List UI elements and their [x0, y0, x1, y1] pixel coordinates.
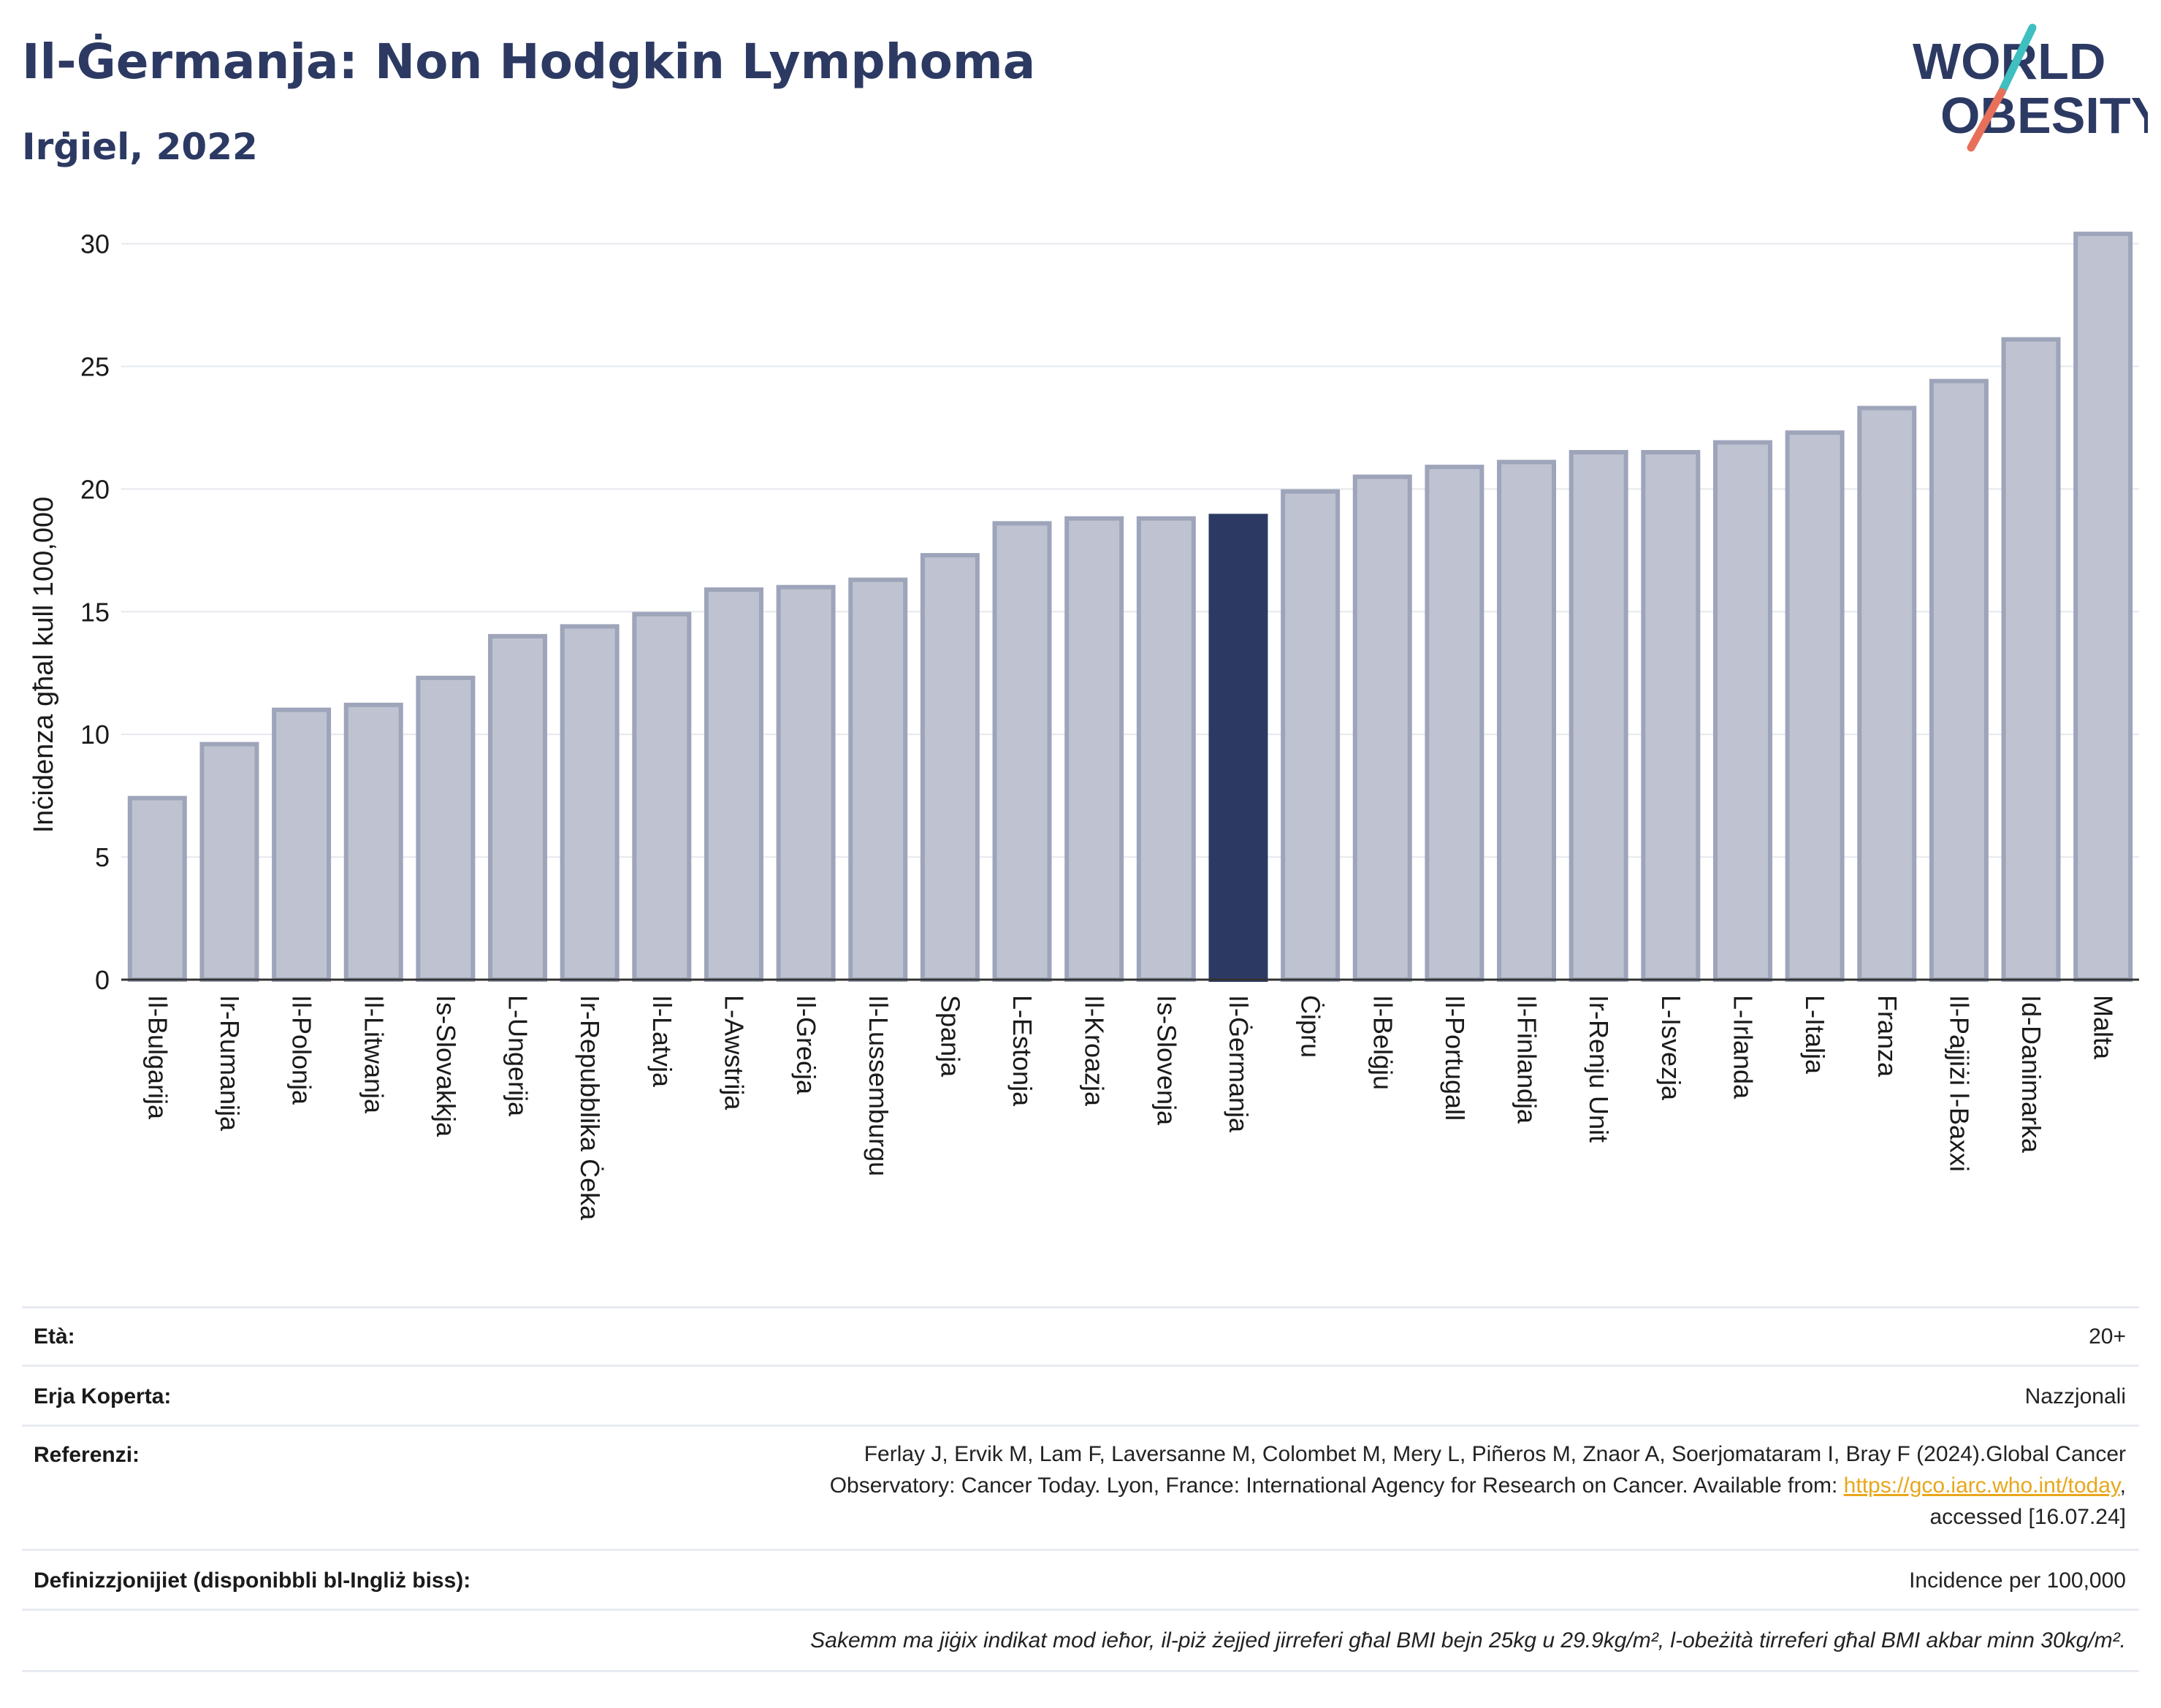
- bar-1: [199, 741, 259, 982]
- x-tick-label: Il-Lussemburgu: [864, 995, 893, 1176]
- references-line-3: accessed [16.07.24]: [1929, 1505, 2126, 1529]
- x-tick-label: L-Italja: [1800, 995, 1830, 1075]
- x-tick-label: L-Irlanda: [1728, 995, 1758, 1099]
- x-tick-label: Ir-Renju Unit: [1584, 995, 1614, 1143]
- x-tick-label: Il-Ġermanja: [1224, 995, 1254, 1133]
- bar-12: [992, 521, 1052, 982]
- bar-26: [2001, 337, 2061, 982]
- y-tick-label: 20: [80, 474, 110, 504]
- x-tick-label: Malta: [2089, 995, 2119, 1060]
- x-tick-labels: Il-Bulgarija Ir-Rumanija Il-Polonja Il-Litw…: [142, 995, 2118, 1221]
- logo-slash-coral: [1967, 88, 2006, 152]
- bar-25: [1929, 378, 1989, 982]
- coverage-value: Nazzjonali: [2024, 1384, 2126, 1408]
- chart-title: Il-Ġermanja: Non Hodgkin Lymphoma: [22, 34, 1036, 90]
- x-tick-label: L-Isvezja: [1656, 995, 1686, 1101]
- bar-4: [416, 675, 476, 982]
- info-row-definitions: Definizzjonijiet (disponibbli bl-Ingliż …: [22, 1549, 2139, 1611]
- bar-2: [272, 707, 332, 982]
- references-link[interactable]: https://gco.iarc.who.int/today: [1843, 1473, 2120, 1498]
- references-line-2-comma: ,: [2119, 1473, 2126, 1498]
- x-tick-label: Il-Pajjiżi l-Baxxi: [1944, 995, 1974, 1172]
- bar-10: [848, 577, 908, 982]
- references-value: Ferlay J, Ervik M, Lam F, Laversanne M, …: [830, 1438, 2126, 1533]
- bar-chart: 0 5 10 15 20 25 30 Il-Bulgarija Ir-Rumanija Il-P…: [28, 229, 2139, 1221]
- bar-18: [1425, 465, 1485, 982]
- y-tick-labels: 0 5 10 15 20 25 30: [80, 229, 110, 995]
- bar-9: [776, 584, 836, 982]
- bar-5: [488, 633, 548, 982]
- y-tick-label: 0: [95, 965, 110, 995]
- references-line-2: Observatory: Cancer Today. Lyon, France:…: [830, 1470, 2126, 1501]
- bar-11: [920, 553, 980, 982]
- x-tick-label: Il-Finlandja: [1512, 995, 1542, 1124]
- bar-0: [127, 796, 187, 982]
- references-label: Referenzi:: [34, 1443, 140, 1467]
- bar-22: [1712, 440, 1772, 982]
- bar-15: [1208, 514, 1268, 982]
- x-tick-label: Il-Polonja: [287, 995, 317, 1105]
- y-tick-label: 5: [95, 842, 110, 872]
- bar-3: [343, 702, 403, 983]
- x-tick-label: Il-Portugall: [1440, 995, 1470, 1121]
- references-line-2-text: Observatory: Cancer Today. Lyon, France:…: [829, 1473, 1844, 1498]
- logo-slash-teal: [1997, 23, 2037, 96]
- bar-19: [1497, 460, 1557, 982]
- bar-23: [1785, 430, 1845, 982]
- bar-14: [1136, 516, 1196, 982]
- age-value: 20+: [2089, 1324, 2126, 1349]
- bar-8: [704, 587, 763, 982]
- footnote: Sakemm ma jiġix indikat mod ieħor, il-pi…: [810, 1628, 2126, 1652]
- info-row-footnote: Sakemm ma jiġix indikat mod ieħor, il-pi…: [22, 1609, 2139, 1672]
- bar-20: [1569, 450, 1628, 982]
- x-tick-label: L-Awstrija: [719, 995, 749, 1110]
- x-tick-label: L-Estonja: [1007, 995, 1037, 1107]
- info-row-coverage: Erja Koperta: Nazzjonali: [22, 1365, 2139, 1427]
- y-tick-label: 25: [80, 351, 110, 381]
- x-tick-label: Il-Belġju: [1368, 995, 1398, 1090]
- x-tick-label: Il-Latvja: [647, 995, 677, 1088]
- bar-21: [1641, 450, 1701, 982]
- bar-7: [632, 611, 692, 982]
- x-tick-label: Ir-Rumanija: [215, 995, 245, 1132]
- info-row-age: Età: 20+: [22, 1306, 2139, 1367]
- bar-6: [560, 624, 620, 982]
- x-tick-label: Is-Slovakkja: [431, 995, 461, 1137]
- y-tick-label: 15: [80, 597, 110, 627]
- bars: [127, 232, 2133, 983]
- chart-subtitle: Irġiel, 2022: [22, 126, 258, 168]
- y-axis-title: Inċidenza għal kull 100,000: [28, 497, 59, 834]
- bar-24: [1857, 405, 1917, 982]
- definitions-label: Definizzjonijiet (disponibbli bl-Ingliż …: [34, 1568, 471, 1593]
- info-row-references: Referenzi: Ferlay J, Ervik M, Lam F, Lav…: [22, 1425, 2139, 1551]
- world-obesity-logo: WORLD OBESITY: [1913, 23, 2148, 152]
- y-tick-label: 30: [80, 229, 110, 259]
- info-table-bottom-rule: [22, 1670, 2139, 1672]
- x-tick-label: Il-Bulgarija: [142, 995, 172, 1120]
- bar-27: [2073, 232, 2133, 982]
- age-label: Età:: [34, 1324, 75, 1349]
- x-tick-label: Il-Greċja: [791, 995, 821, 1095]
- x-tick-label: Ċipru: [1296, 995, 1326, 1058]
- x-tick-label: Is-Slovenja: [1151, 995, 1181, 1126]
- x-tick-label: Spanja: [935, 995, 965, 1078]
- references-line-1: Ferlay J, Ervik M, Lam F, Laversanne M, …: [864, 1442, 2126, 1466]
- x-tick-label: Il-Litwanja: [359, 995, 389, 1114]
- bar-13: [1064, 516, 1124, 982]
- y-tick-label: 10: [80, 720, 110, 750]
- x-tick-label: Id-Danimarka: [2016, 995, 2046, 1154]
- x-tick-label: Franza: [1872, 995, 1902, 1078]
- coverage-label: Erja Koperta:: [34, 1384, 172, 1408]
- x-tick-label: Il-Kroazja: [1080, 995, 1110, 1107]
- x-tick-label: Ir-Repubblika Ċeka: [575, 995, 605, 1221]
- definitions-value: Incidence per 100,000: [1909, 1568, 2126, 1593]
- bar-16: [1281, 489, 1341, 982]
- x-tick-label: L-Ungerija: [503, 995, 533, 1117]
- bar-17: [1352, 474, 1412, 982]
